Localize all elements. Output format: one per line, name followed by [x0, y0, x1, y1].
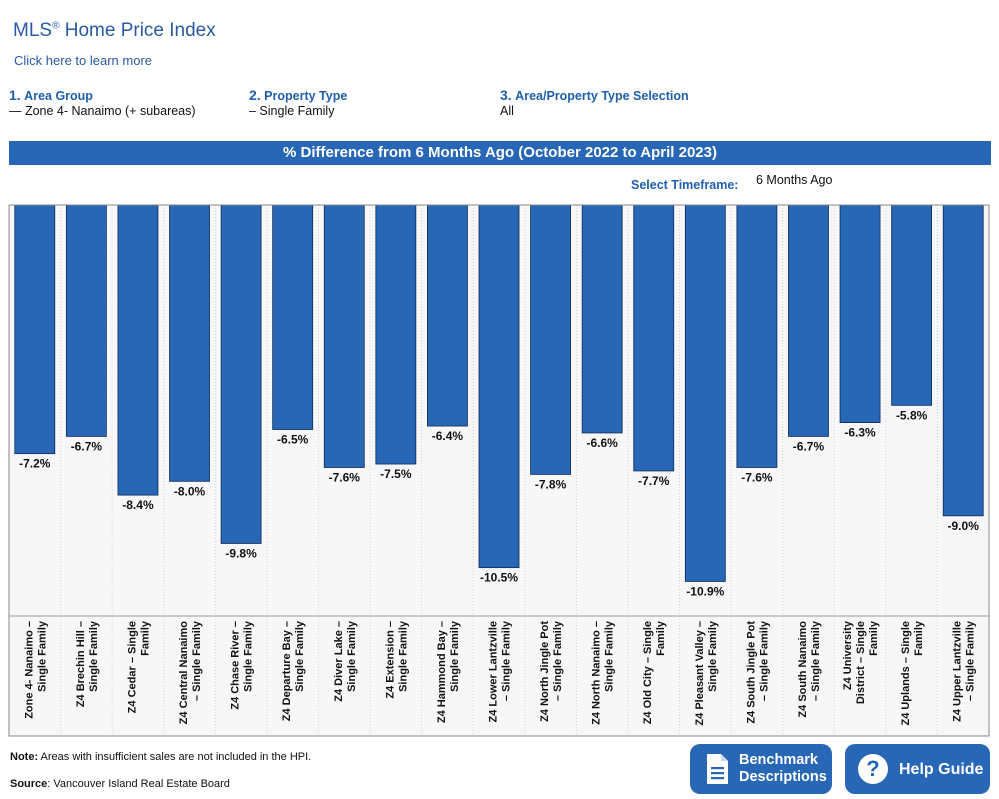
- bar[interactable]: [427, 204, 468, 427]
- category-tick-label: Z4 Central Nanaimo– Single Family: [178, 620, 203, 724]
- bar-value-label: -10.9%: [686, 584, 724, 598]
- property-type-value[interactable]: – Single Family: [249, 104, 335, 118]
- bar[interactable]: [684, 204, 726, 582]
- bar-value-label: -6.7%: [793, 439, 825, 453]
- bar[interactable]: [478, 204, 520, 569]
- category-tick-label: Z4 Upper Lantzville– Single Family: [952, 620, 977, 722]
- area-group-value[interactable]: — Zone 4- Nanaimo (+ subareas): [9, 104, 196, 118]
- category-tick-label: Z4 Cedar – SingleFamily: [126, 620, 151, 713]
- bar-value-label: -7.8%: [535, 477, 567, 491]
- bar[interactable]: [891, 204, 933, 406]
- help-guide-label: Help Guide: [899, 760, 984, 778]
- bar-chart: -7.2% Zone 4- Nanaimo –Single Family -6.7%…: [8, 204, 990, 737]
- benchmark-descriptions-button[interactable]: Benchmark Descriptions: [690, 744, 832, 794]
- bar-value-label: -6.5%: [277, 432, 309, 446]
- bar-value-label: -8.4%: [122, 498, 154, 512]
- category-tick-label: Z4 North Jingle Pot– Single Family: [539, 620, 564, 722]
- category-tick-label: Z4 Diver Lake –Single Family: [333, 620, 358, 702]
- bar[interactable]: [272, 204, 314, 430]
- help-guide-button[interactable]: ? Help Guide: [845, 744, 990, 794]
- source-note: Source: Vancouver Island Real Estate Boa…: [10, 778, 230, 790]
- category-tick-label: Z4 Brechin Hill –Single Family: [75, 620, 100, 707]
- bar[interactable]: [581, 204, 623, 434]
- page-title: MLS® Home Price Index: [13, 20, 216, 41]
- bar[interactable]: [375, 204, 417, 465]
- property-type-label: Property Type: [264, 89, 348, 103]
- category-tick-label: Z4 Chase River –Single Family: [230, 620, 255, 710]
- plot-border: [8, 204, 990, 737]
- bar-value-label: -5.8%: [896, 408, 928, 422]
- area-property-selection-value[interactable]: All: [500, 104, 514, 118]
- bar[interactable]: [169, 204, 210, 482]
- bar[interactable]: [633, 204, 675, 472]
- category-tick-label: Z4 UniversityDistrict – SingleFamily: [842, 620, 880, 704]
- bar-value-label: -6.6%: [586, 436, 618, 450]
- question-icon: ?: [858, 754, 888, 784]
- bar-value-label: -6.7%: [71, 439, 103, 453]
- bar-value-label: -7.5%: [380, 467, 412, 481]
- bar[interactable]: [530, 204, 571, 475]
- bar[interactable]: [736, 204, 778, 468]
- document-icon: [707, 754, 728, 784]
- bar-value-label: -8.0%: [174, 484, 206, 498]
- area-property-selection-label: Area/Property Type Selection: [515, 89, 689, 103]
- bar-value-label: -6.4%: [432, 429, 464, 443]
- bar[interactable]: [117, 204, 159, 496]
- bar-value-label: -9.8%: [225, 546, 257, 560]
- bar-value-label: -10.5%: [480, 571, 518, 585]
- learn-more-link[interactable]: Click here to learn more: [14, 53, 152, 68]
- chart-title-banner: % Difference from 6 Months Ago (October …: [9, 141, 991, 165]
- bar-value-label: -6.3%: [844, 426, 876, 440]
- category-tick-label: Zone 4- Nanaimo –Single Family: [23, 620, 48, 719]
- category-tick-label: Z4 South Nanaimo– Single Family: [797, 620, 822, 717]
- svg-text:?: ?: [866, 756, 879, 781]
- category-tick-label: Z4 Hammond Bay –Single Family: [436, 620, 461, 723]
- category-tick-label: Z4 North Nanaimo –Single Family: [591, 620, 616, 725]
- category-tick-label: Z4 Old City – SingleFamily: [642, 620, 667, 724]
- bar-value-label: -7.6%: [741, 470, 773, 484]
- category-tick-label: Z4 Uplands – SingleFamily: [900, 620, 925, 725]
- timeframe-label: Select Timeframe:: [631, 178, 739, 192]
- category-tick-label: Z4 Departure Bay –Single Family: [281, 620, 306, 721]
- bar-value-label: -7.7%: [638, 474, 670, 488]
- category-tick-label: Z4 Lower Lantzville– Single Family: [488, 620, 513, 722]
- category-tick-label: Z4 Extension –Single Family: [384, 620, 409, 699]
- benchmark-label-line1: Benchmark: [739, 752, 818, 768]
- bar[interactable]: [942, 204, 984, 517]
- bar-value-label: -7.2%: [19, 457, 51, 471]
- bar[interactable]: [65, 204, 107, 437]
- area-property-selection-selector[interactable]: 3. Area/Property Type Selection All: [500, 87, 689, 118]
- timeframe-dropdown[interactable]: 6 Months Ago: [756, 173, 833, 187]
- bar[interactable]: [788, 204, 829, 437]
- bar[interactable]: [323, 204, 365, 468]
- bar-value-label: -9.0%: [948, 519, 980, 533]
- bar[interactable]: [839, 204, 881, 423]
- area-group-label: Area Group: [24, 89, 93, 103]
- category-tick-label: Z4 South Jingle Pot– Single Family: [745, 620, 770, 724]
- property-type-selector[interactable]: 2. Property Type – Single Family: [249, 87, 348, 118]
- benchmark-label-line2: Descriptions: [739, 769, 827, 785]
- bar-value-label: -7.6%: [329, 470, 361, 484]
- footnote: Note: Areas with insufficient sales are …: [10, 751, 312, 763]
- bar[interactable]: [220, 204, 262, 544]
- bar[interactable]: [14, 204, 56, 455]
- category-tick-label: Z4 Pleasant Valley –Single Family: [694, 620, 719, 725]
- area-group-selector[interactable]: 1. Area Group — Zone 4- Nanaimo (+ subar…: [9, 87, 196, 118]
